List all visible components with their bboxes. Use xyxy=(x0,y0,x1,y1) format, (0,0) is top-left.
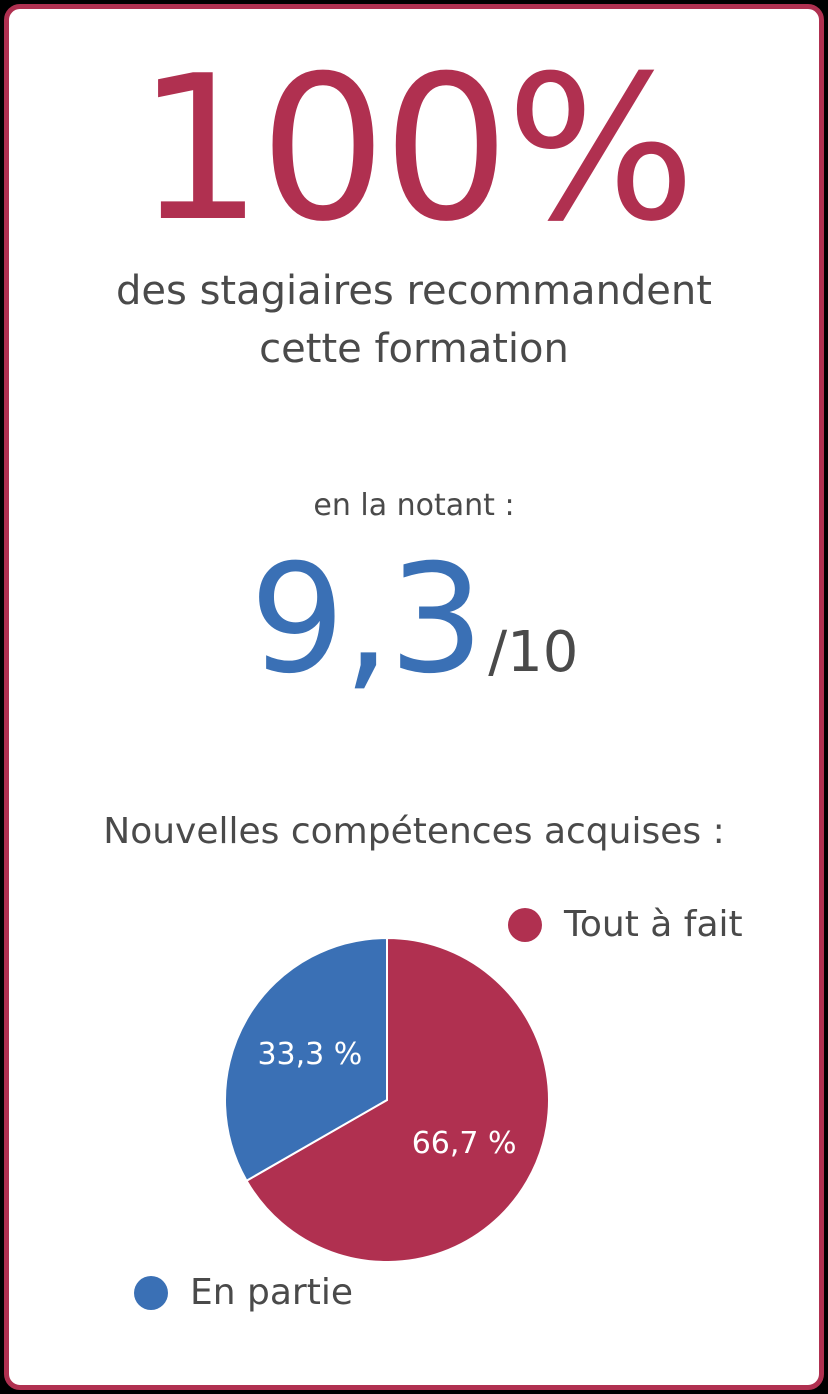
legend-dot-blue xyxy=(134,1275,168,1310)
pie-label-en-partie: 33,3 % xyxy=(257,1037,362,1072)
legend-label-tout-a-fait: Tout à fait xyxy=(564,904,743,945)
rating-max: /10 xyxy=(488,620,579,685)
recommendation-caption-line-1: des stagiaires recommandent xyxy=(116,268,712,314)
recommendation-caption-line-2: cette formation xyxy=(259,326,569,372)
pie-slice-tout-a-fait xyxy=(245,936,550,1263)
legend-dot-red xyxy=(508,907,542,942)
recommendation-percentage: 100% xyxy=(136,33,696,266)
rating-score: 9,3/10 xyxy=(0,540,828,746)
rating-value: 9,3 xyxy=(249,533,485,707)
rating-label: en la notant : xyxy=(313,488,515,523)
legend-item-tout-a-fait: Tout à fait xyxy=(508,904,743,945)
pie-label-tout-a-fait: 66,7 % xyxy=(412,1126,517,1161)
skills-chart-title: Nouvelles compétences acquises : xyxy=(103,811,725,852)
recommendation-caption: des stagiaires recommandent cette format… xyxy=(0,262,828,378)
pie-slice-en-partie xyxy=(223,936,388,1183)
legend-label-en-partie: En partie xyxy=(190,1272,353,1313)
legend-item-en-partie: En partie xyxy=(134,1272,353,1313)
